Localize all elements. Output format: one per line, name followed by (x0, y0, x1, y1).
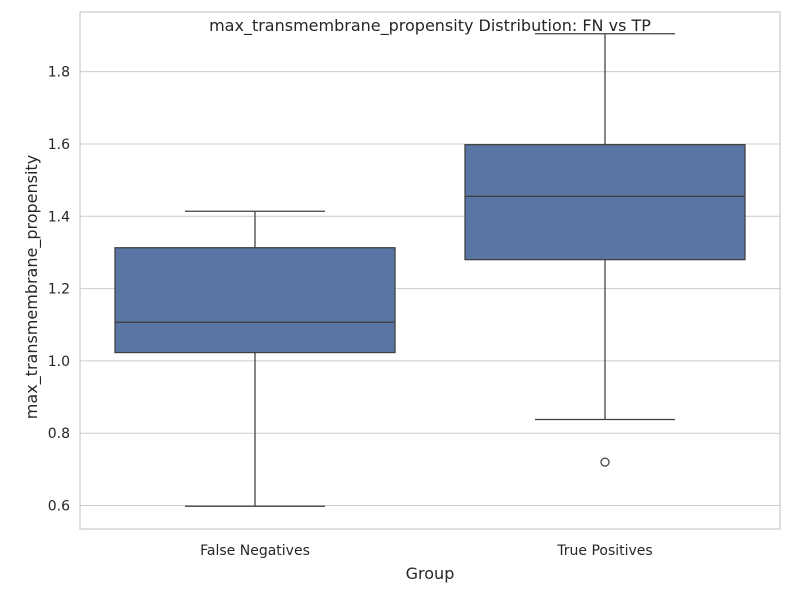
box-group (464, 33, 746, 467)
plot-frame (79, 11, 781, 530)
y-tick-label: 1.4 (48, 209, 70, 225)
x-axis-label: Group (406, 564, 455, 583)
y-axis-label: max_transmembrane_propensity (22, 155, 42, 419)
y-tick-label: 0.8 (48, 426, 70, 442)
x-tick-labels: False Negatives True Positives (200, 543, 653, 559)
box-group (114, 210, 396, 507)
box-series (114, 33, 746, 507)
y-tick-labels: 0.6 0.8 1.0 1.2 1.4 1.6 1.8 (48, 65, 70, 515)
y-tick-label: 1.6 (48, 137, 70, 153)
plot-border (79, 11, 781, 530)
y-tick-label: 1.2 (48, 282, 70, 298)
y-tick-label: 1.0 (48, 354, 70, 370)
x-tick-label: False Negatives (200, 543, 310, 559)
y-tick-label: 1.8 (48, 65, 70, 81)
x-tick-label: True Positives (556, 543, 652, 559)
chart-title: max_transmembrane_propensity Distributio… (209, 16, 651, 36)
iqr-box (464, 144, 746, 261)
y-tick-label: 0.6 (48, 499, 70, 515)
outlier-point (600, 457, 610, 467)
iqr-box (114, 247, 396, 354)
